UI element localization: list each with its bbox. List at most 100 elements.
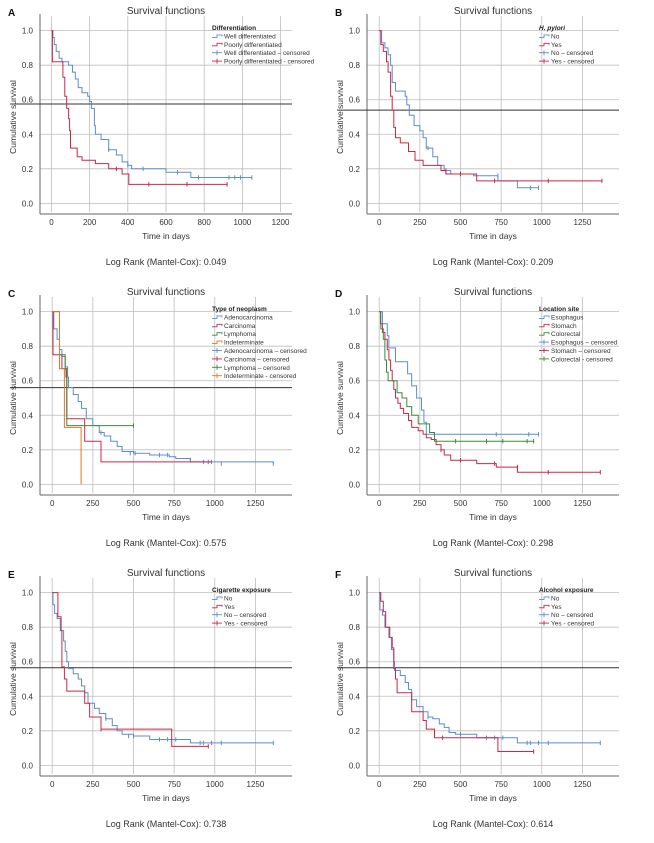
y-tick-label: 0.2 [22, 446, 34, 455]
x-tick-label: 250 [413, 499, 427, 508]
x-tick-label: 1000 [533, 218, 551, 227]
legend-item-label: Poorly differentiated - censored [224, 59, 315, 66]
x-axis-label: Time in days [469, 231, 517, 241]
survival-curve-yes [379, 592, 534, 752]
x-tick-label: 250 [86, 499, 100, 508]
legend-item-label: No [551, 595, 560, 602]
y-tick-label: 0.8 [349, 623, 361, 632]
chart-title: Survival functions [454, 287, 532, 298]
log-rank-result: Log Rank (Mantel-Cox): 0.614 [433, 819, 554, 829]
legend-item-label: Lymphoma – censored [224, 365, 290, 372]
y-tick-label: 1.0 [22, 589, 34, 598]
legend-item-label: Stomach – censored [551, 348, 611, 355]
y-tick-label: 0.0 [349, 480, 361, 489]
y-tick-label: 0.0 [349, 761, 361, 770]
y-axis-label: Cumulative survival [335, 642, 345, 716]
legend-title: Type of neoplasm [212, 306, 267, 313]
legend-item-label: No [224, 595, 233, 602]
y-tick-label: 1.0 [22, 308, 34, 317]
x-tick-label: 1250 [574, 780, 592, 789]
y-tick-label: 0.8 [22, 61, 34, 70]
x-tick-label: 800 [198, 218, 212, 227]
legend-item-label: No – censored [551, 612, 594, 619]
km-chart-a: A Survival functions 0 200 400 600 800 1000 1200… [8, 6, 315, 267]
legend-item-label: Well differentiated – censored [224, 50, 310, 57]
panel-letter: C [8, 289, 15, 300]
survival-curve-no [52, 592, 274, 744]
x-tick-label: 600 [159, 218, 173, 227]
y-tick-label: 0.6 [22, 377, 34, 386]
survival-curve-poorly-differentiated [51, 30, 228, 185]
legend-item-label: Lymphoma [224, 331, 256, 338]
panel-letter: D [335, 289, 342, 300]
y-tick-label: 1.0 [22, 27, 34, 36]
y-tick-label: 0.4 [349, 411, 361, 420]
panel-d: D Survival functions 0 250 500 750 1000 1250 0.0… [327, 281, 654, 562]
legend-step-icon [212, 596, 223, 600]
y-tick-label: 0.4 [22, 692, 34, 701]
legend-step-icon [539, 332, 550, 336]
y-tick-label: 0.6 [22, 658, 34, 667]
x-tick-label: 200 [83, 218, 97, 227]
legend-item-label: No – censored [551, 50, 594, 57]
km-chart-d: D Survival functions 0 250 500 750 1000 1250 0.0… [335, 287, 619, 548]
y-tick-label: 0.4 [349, 130, 361, 139]
x-axis-label: Time in days [142, 793, 190, 803]
legend-item-label: Esophagus – censored [551, 340, 618, 347]
survival-curve-colorectal [379, 311, 534, 442]
y-tick-label: 0.6 [349, 96, 361, 105]
y-tick-label: 0.4 [22, 411, 34, 420]
x-tick-label: 500 [127, 499, 141, 508]
y-axis-label: Cumulative survival [8, 80, 18, 154]
x-axis-label: Time in days [142, 231, 190, 241]
log-rank-result: Log Rank (Mantel-Cox): 0.209 [433, 257, 554, 267]
survival-curve-well-differentiated [51, 30, 252, 178]
y-tick-label: 0.2 [349, 446, 361, 455]
panel-letter: B [335, 8, 342, 19]
y-axis-label: Cumulative survival [8, 361, 18, 435]
panel-a: A Survival functions 0 200 400 600 800 1000 1200… [0, 0, 327, 281]
y-tick-label: 0.0 [22, 480, 34, 489]
chart-title: Survival functions [454, 568, 532, 579]
y-tick-label: 1.0 [349, 589, 361, 598]
y-axis-label: Cumulative survival [335, 361, 345, 435]
survival-curve-indeterminate [52, 311, 82, 485]
x-tick-label: 1250 [574, 218, 592, 227]
legend-step-icon [212, 34, 223, 38]
x-tick-label: 750 [167, 780, 181, 789]
x-tick-label: 500 [454, 499, 468, 508]
panel-e: E Survival functions 0 250 500 750 1000 1250 0.0… [0, 562, 327, 843]
y-tick-label: 0.8 [349, 61, 361, 70]
legend-title: Differentiation [212, 25, 256, 32]
log-rank-result: Log Rank (Mantel-Cox): 0.738 [106, 819, 227, 829]
legend-item-label: Colorectal [551, 331, 581, 338]
legend-item-label: No [551, 33, 560, 40]
legend-item-label: Colorectal - censored [551, 356, 613, 363]
legend-item-label: Yes [551, 604, 562, 611]
y-tick-label: 0.2 [349, 165, 361, 174]
survival-curve-carcinoma [52, 311, 212, 463]
y-tick-label: 0.6 [349, 377, 361, 386]
x-axis-label: Time in days [469, 512, 517, 522]
y-tick-label: 0.6 [22, 96, 34, 105]
legend-item-label: Yes - censored [224, 621, 268, 628]
y-tick-label: 0.8 [349, 342, 361, 351]
log-rank-result: Log Rank (Mantel-Cox): 0.575 [106, 538, 227, 548]
x-tick-label: 250 [86, 780, 100, 789]
y-tick-label: 0.8 [22, 623, 34, 632]
legend-step-icon [539, 323, 550, 328]
legend-item-label: Yes [224, 604, 235, 611]
x-tick-label: 0 [50, 780, 55, 789]
y-tick-label: 1.0 [349, 27, 361, 36]
x-tick-label: 0 [50, 499, 55, 508]
x-tick-label: 750 [494, 780, 508, 789]
x-tick-label: 0 [377, 499, 382, 508]
x-tick-label: 400 [121, 218, 135, 227]
x-tick-label: 500 [454, 218, 468, 227]
legend-step-icon [212, 340, 223, 345]
legend-step-icon [212, 323, 223, 328]
legend-item-label: Adenocarcinoma [224, 314, 273, 321]
x-axis-label: Time in days [142, 512, 190, 522]
y-tick-label: 0.6 [349, 658, 361, 667]
x-tick-label: 1000 [206, 780, 224, 789]
